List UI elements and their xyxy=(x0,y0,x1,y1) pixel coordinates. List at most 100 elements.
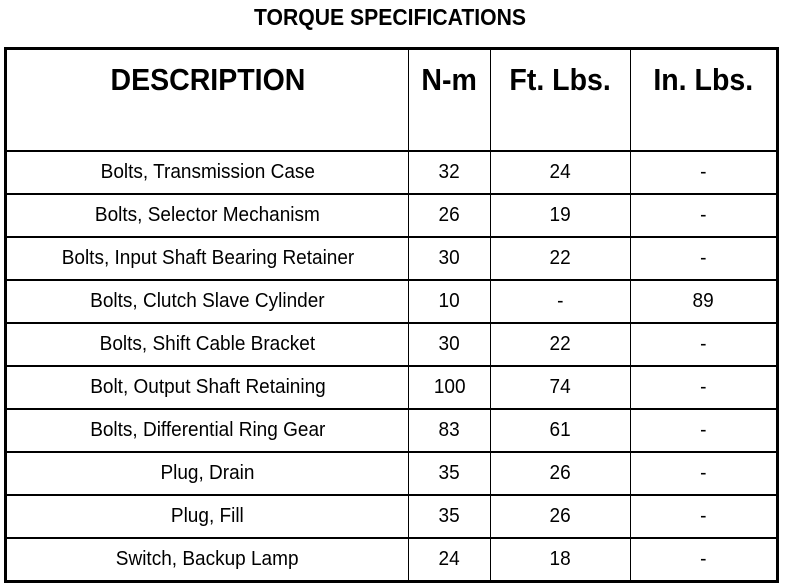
cell-text: 61 xyxy=(549,419,572,441)
cell-text: Bolts, Shift Cable Bracket xyxy=(99,333,316,355)
nm-cell: 24 xyxy=(408,537,491,582)
header-label: In. Lbs. xyxy=(653,62,754,97)
header-row: DESCRIPTION N-m Ft. Lbs. In. Lbs. xyxy=(5,48,778,152)
cell-text: 32 xyxy=(438,161,461,183)
cell-text: 24 xyxy=(438,548,461,570)
header-label: N-m xyxy=(421,62,478,97)
description-cell: Switch, Backup Lamp xyxy=(5,537,409,582)
in-lbs-cell: - xyxy=(630,236,778,281)
header-label: Ft. Lbs. xyxy=(509,62,612,97)
header-description: DESCRIPTION xyxy=(5,48,409,152)
table-row: Plug, Fill 35 26 - xyxy=(5,494,778,539)
cell-text: - xyxy=(700,376,707,398)
description-cell: Plug, Fill xyxy=(5,494,409,539)
description-cell: Bolts, Shift Cable Bracket xyxy=(5,322,409,367)
ft-lbs-cell: 22 xyxy=(490,236,631,281)
cell-text: Bolts, Clutch Slave Cylinder xyxy=(90,290,325,312)
nm-cell: 35 xyxy=(408,494,491,539)
cell-text: 30 xyxy=(438,247,461,269)
cell-text: - xyxy=(700,419,707,441)
cell-text: 22 xyxy=(549,247,572,269)
nm-cell: 32 xyxy=(408,150,491,195)
ft-lbs-cell: 61 xyxy=(490,408,631,453)
nm-cell: 30 xyxy=(408,236,491,281)
table-row: Bolts, Transmission Case 32 24 - xyxy=(5,150,778,195)
description-cell: Bolts, Differential Ring Gear xyxy=(5,408,409,453)
in-lbs-cell: - xyxy=(630,451,778,496)
ft-lbs-cell: 18 xyxy=(490,537,631,582)
nm-cell: 35 xyxy=(408,451,491,496)
cell-text: 74 xyxy=(549,376,572,398)
cell-text: 18 xyxy=(549,548,572,570)
cell-text: Bolts, Input Shaft Bearing Retainer xyxy=(61,247,354,269)
cell-text: 26 xyxy=(438,204,461,226)
in-lbs-cell: - xyxy=(630,193,778,238)
table-row: Plug, Drain 35 26 - xyxy=(5,451,778,496)
nm-cell: 100 xyxy=(408,365,491,410)
cell-text: Switch, Backup Lamp xyxy=(116,548,299,570)
cell-text: 35 xyxy=(438,505,461,527)
ft-lbs-cell: 24 xyxy=(490,150,631,195)
header-label: DESCRIPTION xyxy=(110,62,305,97)
cell-text: - xyxy=(700,548,707,570)
in-lbs-cell: - xyxy=(630,537,778,582)
cell-text: Plug, Fill xyxy=(171,505,244,527)
table-row: Switch, Backup Lamp 24 18 - xyxy=(5,537,778,582)
in-lbs-cell: 89 xyxy=(630,279,778,324)
header-ft-lbs: Ft. Lbs. xyxy=(490,48,631,152)
cell-text: Bolts, Selector Mechanism xyxy=(95,204,320,226)
cell-text: - xyxy=(557,290,564,312)
nm-cell: 10 xyxy=(408,279,491,324)
cell-text: - xyxy=(700,161,707,183)
cell-text: 83 xyxy=(438,419,461,441)
nm-cell: 83 xyxy=(408,408,491,453)
cell-text: 35 xyxy=(438,462,461,484)
description-cell: Bolt, Output Shaft Retaining xyxy=(5,365,409,410)
cell-text: 24 xyxy=(549,161,572,183)
table-row: Bolts, Clutch Slave Cylinder 10 - 89 xyxy=(5,279,778,324)
cell-text: Plug, Drain xyxy=(160,462,255,484)
cell-text: 89 xyxy=(692,290,715,312)
description-cell: Plug, Drain xyxy=(5,451,409,496)
cell-text: Bolts, Differential Ring Gear xyxy=(89,419,326,441)
cell-text: - xyxy=(700,462,707,484)
cell-text: 26 xyxy=(549,505,572,527)
cell-text: Bolt, Output Shaft Retaining xyxy=(89,376,326,398)
ft-lbs-cell: - xyxy=(490,279,631,324)
ft-lbs-cell: 26 xyxy=(490,451,631,496)
cell-text: - xyxy=(700,204,707,226)
description-cell: Bolts, Transmission Case xyxy=(5,150,409,195)
ft-lbs-cell: 19 xyxy=(490,193,631,238)
table-row: Bolts, Input Shaft Bearing Retainer 30 22 - xyxy=(5,236,778,281)
table-row: Bolt, Output Shaft Retaining 100 74 - xyxy=(5,365,778,410)
cell-text: 30 xyxy=(438,333,461,355)
ft-lbs-cell: 26 xyxy=(490,494,631,539)
cell-text: 19 xyxy=(549,204,572,226)
header-nm: N-m xyxy=(408,48,491,152)
ft-lbs-cell: 22 xyxy=(490,322,631,367)
description-cell: Bolts, Selector Mechanism xyxy=(5,193,409,238)
cell-text: 100 xyxy=(433,376,466,398)
description-cell: Bolts, Input Shaft Bearing Retainer xyxy=(5,236,409,281)
nm-cell: 26 xyxy=(408,193,491,238)
nm-cell: 30 xyxy=(408,322,491,367)
cell-text: - xyxy=(700,505,707,527)
table-row: Bolts, Selector Mechanism 26 19 - xyxy=(5,193,778,238)
table-row: Bolts, Differential Ring Gear 83 61 - xyxy=(5,408,778,453)
description-cell: Bolts, Clutch Slave Cylinder xyxy=(5,279,409,324)
in-lbs-cell: - xyxy=(630,494,778,539)
cell-text: - xyxy=(700,333,707,355)
cell-text: 10 xyxy=(438,290,461,312)
in-lbs-cell: - xyxy=(630,365,778,410)
cell-text: Bolts, Transmission Case xyxy=(100,161,315,183)
cell-text: 22 xyxy=(549,333,572,355)
in-lbs-cell: - xyxy=(630,408,778,453)
cell-text: 26 xyxy=(549,462,572,484)
in-lbs-cell: - xyxy=(630,150,778,195)
cell-text: - xyxy=(700,247,707,269)
table-row: Bolts, Shift Cable Bracket 30 22 - xyxy=(5,322,778,367)
header-in-lbs: In. Lbs. xyxy=(630,48,778,152)
page-title: TORQUE SPECIFICATIONS xyxy=(254,4,526,30)
in-lbs-cell: - xyxy=(630,322,778,367)
torque-table: DESCRIPTION N-m Ft. Lbs. In. Lbs. Bolts,… xyxy=(4,47,779,583)
